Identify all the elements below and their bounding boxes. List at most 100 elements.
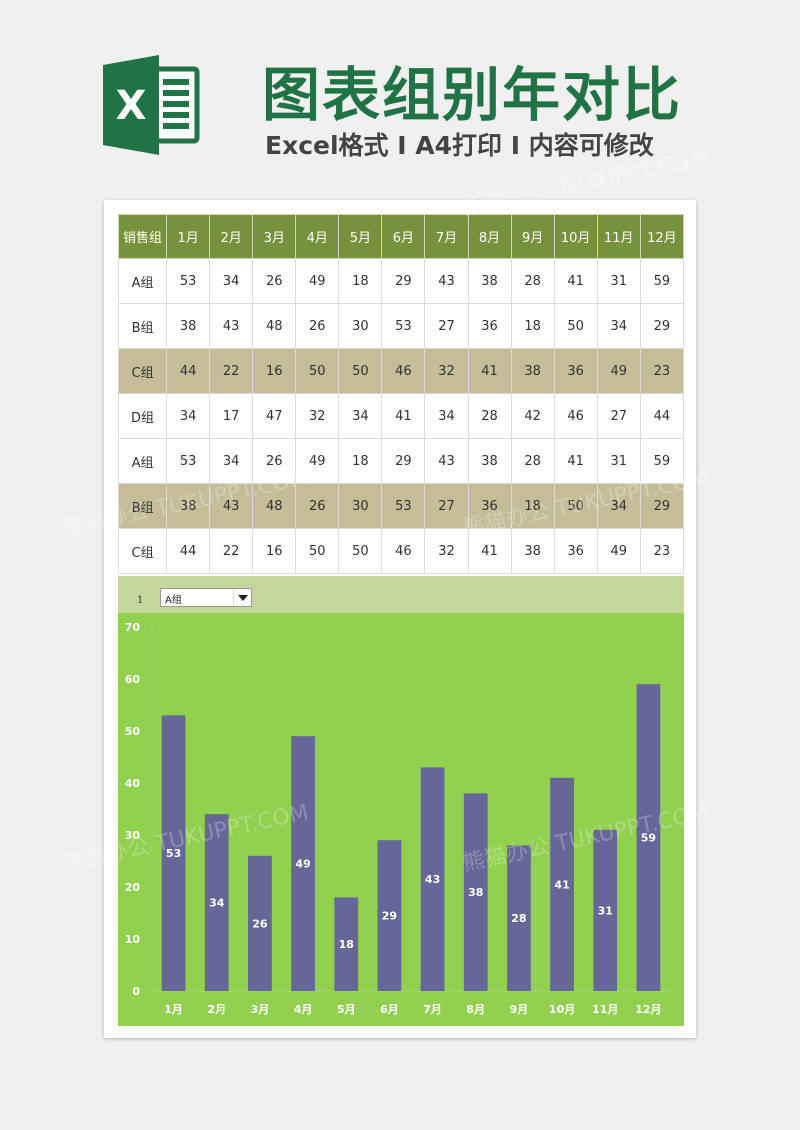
value-cell[interactable]: 30 bbox=[338, 483, 383, 529]
value-cell[interactable]: 47 bbox=[252, 393, 297, 439]
value-cell[interactable]: 38 bbox=[510, 528, 555, 574]
value-cell[interactable]: 18 bbox=[338, 258, 383, 304]
value-cell[interactable]: 26 bbox=[252, 438, 297, 484]
value-cell[interactable]: 53 bbox=[381, 483, 426, 529]
value-cell[interactable]: 27 bbox=[424, 303, 469, 349]
value-cell[interactable]: 22 bbox=[209, 348, 254, 394]
value-cell[interactable]: 29 bbox=[639, 483, 685, 529]
value-cell[interactable]: 41 bbox=[467, 348, 512, 394]
value-cell[interactable]: 34 bbox=[596, 483, 641, 529]
header-cell-month: 3月 bbox=[252, 214, 297, 259]
value-cell[interactable]: 26 bbox=[295, 303, 340, 349]
value-cell[interactable]: 48 bbox=[252, 483, 297, 529]
value-cell[interactable]: 43 bbox=[209, 483, 254, 529]
value-cell[interactable]: 16 bbox=[252, 528, 297, 574]
group-cell[interactable]: B组 bbox=[117, 483, 168, 529]
group-cell[interactable]: A组 bbox=[117, 438, 168, 484]
value-cell[interactable]: 59 bbox=[639, 258, 685, 304]
value-cell[interactable]: 53 bbox=[166, 258, 211, 304]
group-cell[interactable]: D组 bbox=[117, 393, 168, 439]
value-cell[interactable]: 49 bbox=[596, 528, 641, 574]
value-cell[interactable]: 43 bbox=[424, 438, 469, 484]
value-cell[interactable]: 50 bbox=[553, 483, 598, 529]
value-cell[interactable]: 41 bbox=[467, 528, 512, 574]
value-cell[interactable]: 34 bbox=[596, 303, 641, 349]
value-cell[interactable]: 50 bbox=[295, 348, 340, 394]
value-cell[interactable]: 32 bbox=[295, 393, 340, 439]
value-cell[interactable]: 34 bbox=[166, 393, 211, 439]
value-cell[interactable]: 46 bbox=[553, 393, 598, 439]
value-cell[interactable]: 41 bbox=[553, 258, 598, 304]
value-cell[interactable]: 29 bbox=[381, 438, 426, 484]
value-cell[interactable]: 16 bbox=[252, 348, 297, 394]
value-cell[interactable]: 44 bbox=[639, 393, 685, 439]
group-cell[interactable]: A组 bbox=[117, 258, 168, 304]
value-cell[interactable]: 43 bbox=[424, 258, 469, 304]
value-cell[interactable]: 42 bbox=[510, 393, 555, 439]
value-cell[interactable]: 34 bbox=[424, 393, 469, 439]
chevron-down-icon[interactable] bbox=[233, 589, 251, 606]
value-cell[interactable]: 53 bbox=[166, 438, 211, 484]
value-cell[interactable]: 44 bbox=[166, 348, 211, 394]
value-cell[interactable]: 46 bbox=[381, 528, 426, 574]
value-cell[interactable]: 50 bbox=[338, 528, 383, 574]
value-cell[interactable]: 38 bbox=[510, 348, 555, 394]
value-cell[interactable]: 36 bbox=[553, 528, 598, 574]
value-cell[interactable]: 30 bbox=[338, 303, 383, 349]
value-cell[interactable]: 38 bbox=[166, 483, 211, 529]
value-cell[interactable]: 23 bbox=[639, 528, 685, 574]
group-cell[interactable]: B组 bbox=[117, 303, 168, 349]
value-cell[interactable]: 18 bbox=[338, 438, 383, 484]
x-tick-label: 11月 bbox=[592, 1003, 618, 1016]
value-cell[interactable]: 34 bbox=[338, 393, 383, 439]
value-cell[interactable]: 48 bbox=[252, 303, 297, 349]
value-cell[interactable]: 41 bbox=[381, 393, 426, 439]
value-cell[interactable]: 31 bbox=[596, 438, 641, 484]
value-cell[interactable]: 29 bbox=[381, 258, 426, 304]
group-cell[interactable]: C组 bbox=[117, 528, 168, 574]
value-cell[interactable]: 32 bbox=[424, 348, 469, 394]
value-cell[interactable]: 38 bbox=[166, 303, 211, 349]
value-cell[interactable]: 49 bbox=[295, 438, 340, 484]
value-cell[interactable]: 31 bbox=[596, 258, 641, 304]
value-cell[interactable]: 49 bbox=[596, 348, 641, 394]
value-cell[interactable]: 44 bbox=[166, 528, 211, 574]
value-cell[interactable]: 50 bbox=[295, 528, 340, 574]
value-cell[interactable]: 50 bbox=[553, 303, 598, 349]
value-cell[interactable]: 32 bbox=[424, 528, 469, 574]
value-cell[interactable]: 50 bbox=[338, 348, 383, 394]
value-cell[interactable]: 26 bbox=[295, 483, 340, 529]
y-tick-label: 30 bbox=[125, 829, 141, 842]
value-cell[interactable]: 49 bbox=[295, 258, 340, 304]
value-cell[interactable]: 22 bbox=[209, 528, 254, 574]
value-cell[interactable]: 46 bbox=[381, 348, 426, 394]
value-cell[interactable]: 36 bbox=[467, 303, 512, 349]
value-cell[interactable]: 28 bbox=[510, 438, 555, 484]
value-cell[interactable]: 26 bbox=[252, 258, 297, 304]
value-cell[interactable]: 36 bbox=[553, 348, 598, 394]
selector-index: 1 bbox=[137, 595, 144, 606]
value-cell[interactable]: 38 bbox=[467, 438, 512, 484]
y-tick-label: 10 bbox=[125, 933, 141, 946]
bar bbox=[593, 829, 618, 991]
value-cell[interactable]: 28 bbox=[510, 258, 555, 304]
value-cell[interactable]: 53 bbox=[381, 303, 426, 349]
value-cell[interactable]: 36 bbox=[467, 483, 512, 529]
value-cell[interactable]: 27 bbox=[596, 393, 641, 439]
value-cell[interactable]: 23 bbox=[639, 348, 685, 394]
value-cell[interactable]: 18 bbox=[510, 303, 555, 349]
value-cell[interactable]: 34 bbox=[209, 258, 254, 304]
value-cell[interactable]: 43 bbox=[209, 303, 254, 349]
bar-chart-svg: 0 10 20 30 40 50 60 70 53 1月 34 2月 26 3月 49 4月 18 5月 29 6月 4… bbox=[125, 621, 670, 1016]
value-cell[interactable]: 18 bbox=[510, 483, 555, 529]
value-cell[interactable]: 27 bbox=[424, 483, 469, 529]
value-cell[interactable]: 28 bbox=[467, 393, 512, 439]
value-cell[interactable]: 38 bbox=[467, 258, 512, 304]
group-cell[interactable]: C组 bbox=[117, 348, 168, 394]
value-cell[interactable]: 34 bbox=[209, 438, 254, 484]
group-select-dropdown[interactable]: A组 bbox=[160, 588, 252, 607]
value-cell[interactable]: 41 bbox=[553, 438, 598, 484]
value-cell[interactable]: 17 bbox=[209, 393, 254, 439]
value-cell[interactable]: 59 bbox=[639, 438, 685, 484]
value-cell[interactable]: 29 bbox=[639, 303, 685, 349]
